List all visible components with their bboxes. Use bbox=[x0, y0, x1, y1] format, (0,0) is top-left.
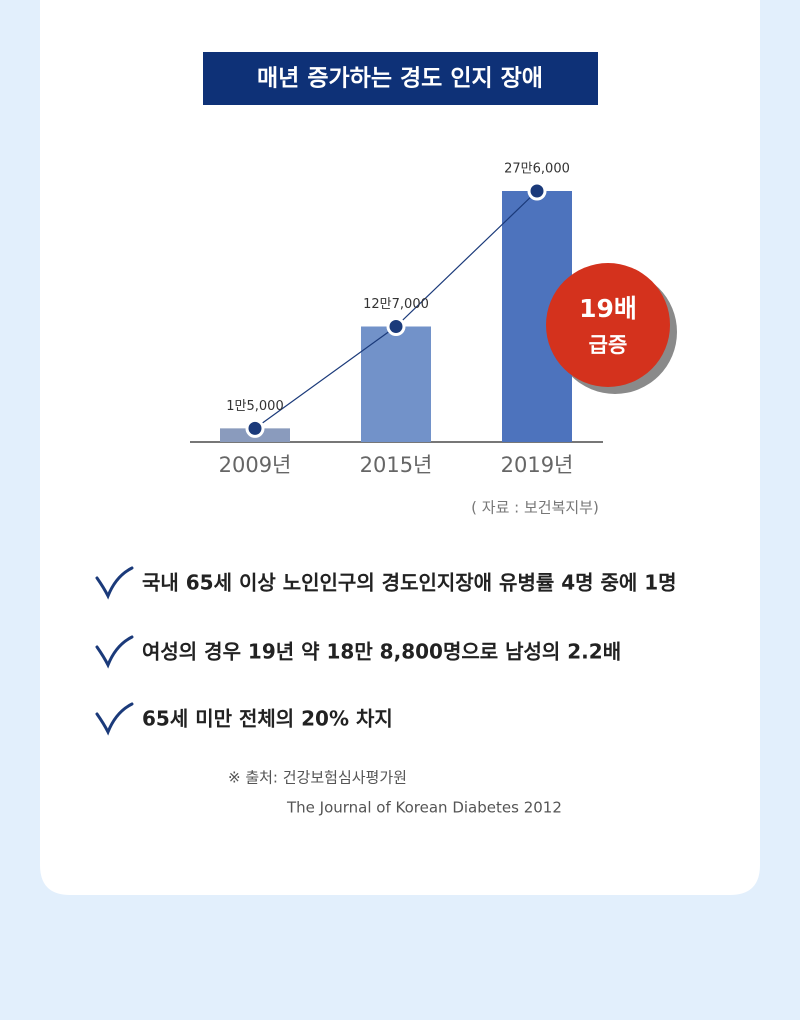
check-icon bbox=[95, 566, 134, 736]
value-label: 12만7,000 bbox=[363, 297, 429, 312]
chart-title: 매년 증가하는 경도 인지 장애 bbox=[257, 66, 543, 92]
bar bbox=[361, 326, 431, 442]
title-box bbox=[203, 52, 598, 105]
point bbox=[527, 181, 547, 201]
point bbox=[245, 418, 265, 438]
x-tick-label: 2015년 bbox=[360, 453, 433, 477]
note: The Journal of Korean Diabetes 2012 bbox=[286, 799, 562, 817]
card bbox=[40, 0, 760, 895]
bullet-text: 국내 65세 이상 노인인구의 경도인지장애 유병률 4명 중에 1명 bbox=[142, 571, 677, 595]
value-label: 27만6,000 bbox=[504, 162, 570, 177]
note: ※ 출처: 건강보험심사평가원 bbox=[228, 769, 407, 787]
value-label: 1만5,000 bbox=[226, 399, 283, 414]
bullet-text: 여성의 경우 19년 약 18만 8,800명으로 남성의 2.2배 bbox=[142, 640, 621, 664]
bullet-text: 65세 미만 전체의 20% 차지 bbox=[142, 707, 393, 731]
badge-text: 급증 bbox=[589, 333, 628, 357]
badge bbox=[546, 263, 670, 387]
x-tick-label: 2019년 bbox=[501, 453, 574, 477]
point bbox=[386, 317, 406, 337]
badge-text: 19배 bbox=[579, 294, 637, 323]
source: ( 자료 : 보건복지부) bbox=[471, 499, 599, 517]
x-tick-label: 2009년 bbox=[219, 453, 292, 477]
